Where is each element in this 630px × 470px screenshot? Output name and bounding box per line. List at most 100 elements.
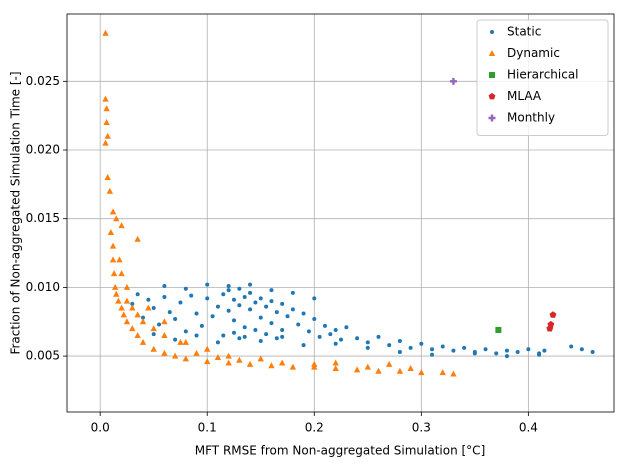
point — [418, 369, 425, 376]
point — [306, 329, 311, 334]
y-tick-label: 0.015 — [26, 211, 60, 225]
point — [248, 290, 253, 295]
point — [146, 297, 151, 302]
point — [115, 297, 122, 304]
point — [210, 314, 215, 319]
point — [236, 356, 243, 363]
point — [301, 343, 306, 348]
point — [451, 348, 456, 353]
point — [118, 270, 125, 277]
point — [258, 338, 263, 343]
plot-frame — [66, 13, 615, 413]
point — [151, 332, 156, 337]
point — [483, 347, 488, 352]
point — [157, 322, 162, 327]
point — [215, 340, 220, 345]
point — [134, 311, 141, 318]
legend-marker — [489, 72, 495, 78]
point — [167, 310, 172, 315]
point — [290, 290, 295, 295]
series — [495, 326, 502, 333]
x-tick-label: 0.0 — [91, 421, 110, 435]
legend-marker — [488, 50, 496, 56]
point — [328, 332, 333, 337]
point — [449, 77, 457, 85]
point — [104, 173, 111, 180]
point — [274, 336, 279, 341]
point — [332, 364, 339, 371]
point — [113, 290, 120, 297]
point — [311, 360, 318, 367]
point — [537, 352, 542, 357]
point — [253, 327, 258, 332]
point — [194, 311, 199, 316]
point — [151, 306, 156, 311]
point — [344, 325, 349, 330]
legend-label: Dynamic — [507, 46, 560, 60]
point — [120, 311, 127, 318]
point — [107, 228, 115, 235]
legend-box — [476, 19, 609, 136]
point — [312, 296, 317, 301]
legend-label: Monthly — [507, 111, 555, 125]
point — [450, 370, 457, 377]
point — [289, 363, 297, 370]
x-axis-label: MFT RMSE from Non-aggregated Simulation … — [195, 444, 486, 458]
point — [386, 360, 393, 367]
point — [139, 318, 147, 325]
point — [225, 359, 232, 366]
point — [161, 318, 168, 325]
point — [430, 347, 435, 352]
point — [225, 352, 232, 359]
point — [204, 358, 211, 365]
point — [162, 295, 167, 300]
point — [504, 354, 509, 359]
point — [226, 288, 231, 293]
point — [231, 330, 236, 335]
point — [237, 336, 242, 341]
point — [274, 310, 279, 315]
point — [242, 334, 247, 339]
point — [199, 323, 204, 328]
point — [280, 334, 285, 339]
point — [150, 345, 157, 352]
point — [301, 311, 306, 316]
x-tick-label: 0.3 — [412, 421, 431, 435]
point — [495, 326, 502, 333]
point — [257, 355, 264, 362]
point — [258, 315, 263, 320]
point — [215, 304, 220, 309]
point — [590, 349, 595, 354]
point — [130, 301, 135, 306]
point — [109, 256, 117, 263]
point — [173, 337, 178, 342]
point — [440, 344, 445, 349]
point — [365, 340, 370, 345]
point — [139, 338, 147, 345]
x-tick-label: 0.1 — [198, 421, 217, 435]
point — [221, 333, 226, 338]
point — [339, 337, 344, 342]
point — [102, 139, 109, 146]
point — [268, 362, 275, 369]
point — [141, 315, 146, 320]
point — [194, 333, 199, 338]
point — [396, 367, 404, 374]
point — [296, 322, 301, 327]
point — [111, 283, 119, 290]
point — [526, 347, 531, 352]
series — [546, 311, 557, 332]
point — [332, 359, 339, 366]
series — [449, 77, 457, 85]
point — [375, 367, 382, 374]
point — [183, 286, 188, 291]
point — [177, 338, 184, 345]
x-tick-label: 0.4 — [519, 421, 538, 435]
point — [547, 320, 555, 328]
point — [290, 307, 295, 312]
point — [355, 336, 360, 341]
point — [123, 297, 131, 304]
point — [322, 323, 327, 328]
point — [397, 349, 402, 354]
point — [109, 208, 117, 215]
